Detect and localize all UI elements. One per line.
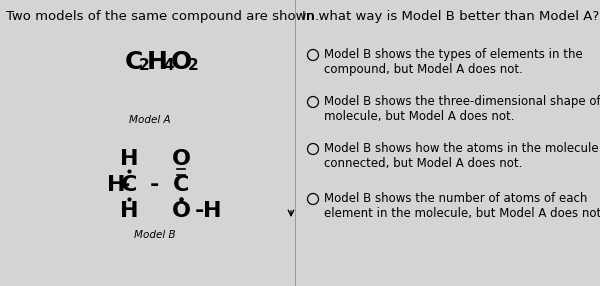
Text: H: H [203,201,221,221]
Text: H: H [107,175,125,195]
Text: Model B shows how the atoms in the molecule are
connected, but Model A does not.: Model B shows how the atoms in the molec… [323,142,600,170]
Text: O: O [172,201,191,221]
Text: C: C [173,175,189,195]
Text: O: O [171,50,192,74]
Text: H: H [120,149,138,169]
Text: H: H [120,201,138,221]
Text: Model B: Model B [134,230,176,240]
Text: 4: 4 [163,58,173,73]
Text: Model A: Model A [129,115,171,125]
Text: H: H [147,50,168,74]
Text: -: - [150,175,160,195]
Text: C: C [121,175,137,195]
Text: Model B shows the number of atoms of each
element in the molecule, but Model A d: Model B shows the number of atoms of eac… [323,192,600,220]
Text: Two models of the same compound are shown.: Two models of the same compound are show… [6,10,319,23]
Text: In what way is Model B better than Model A?: In what way is Model B better than Model… [302,10,599,23]
Text: 2: 2 [139,58,150,73]
Text: -: - [121,175,130,195]
Text: 2: 2 [188,58,199,73]
Text: O: O [172,149,191,169]
Text: Model B shows the three-dimensional shape of the
molecule, but Model A does not.: Model B shows the three-dimensional shap… [323,95,600,123]
Text: -: - [195,201,205,221]
Text: C: C [125,50,143,74]
Text: Model B shows the types of elements in the
compound, but Model A does not.: Model B shows the types of elements in t… [323,48,582,76]
